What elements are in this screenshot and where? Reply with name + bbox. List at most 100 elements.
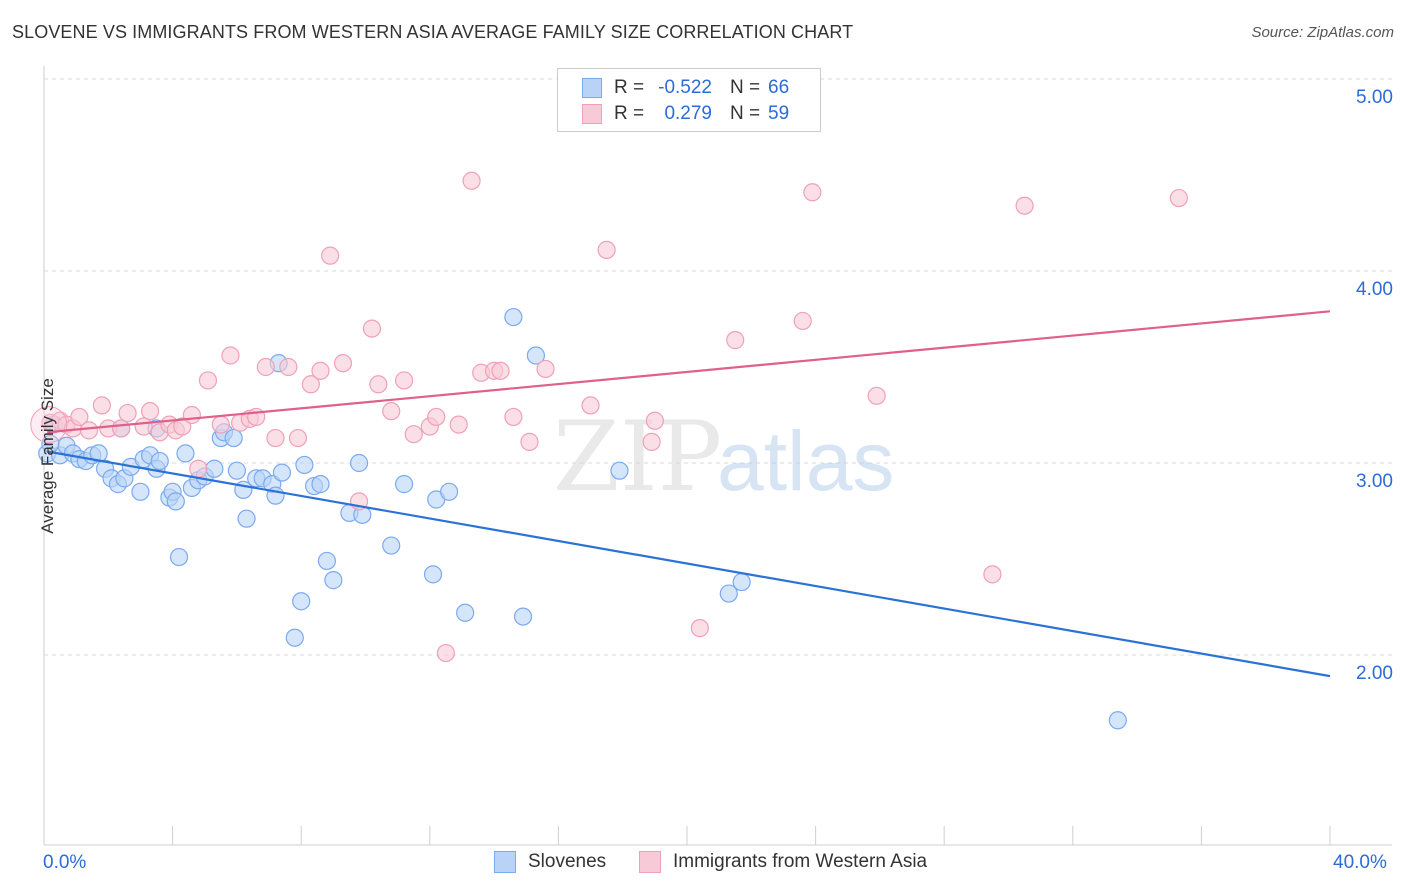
legend-swatch-western-asia — [639, 851, 661, 873]
watermark-atlas: atlas — [717, 414, 894, 508]
data-point — [227, 461, 246, 480]
data-point — [333, 354, 353, 373]
data-point — [513, 607, 533, 626]
data-point — [349, 453, 369, 473]
data-point — [449, 415, 468, 434]
data-point — [211, 415, 230, 434]
data-point — [279, 357, 298, 377]
x-tick-label-max: 40.0% — [1333, 852, 1387, 873]
n-label: N = — [730, 103, 761, 124]
series-layer — [30, 171, 1188, 730]
data-point — [504, 407, 523, 427]
data-point — [140, 402, 160, 421]
y-tick-label: 3.00 — [1356, 471, 1393, 492]
data-point — [610, 461, 629, 480]
data-point — [295, 455, 314, 475]
data-point — [266, 428, 285, 448]
y-tick-labels: 2.00 3.00 4.00 5.00 — [1356, 87, 1393, 684]
data-point — [166, 492, 185, 511]
data-point — [1015, 196, 1034, 215]
series-slovenes — [38, 307, 1127, 730]
stats-legend: R = -0.522 N = 66 R = 0.279 N = 59 — [557, 68, 821, 132]
data-point — [867, 386, 886, 405]
legend-swatch-slovenes — [582, 78, 602, 98]
source-label: Source: ZipAtlas.com — [1251, 24, 1394, 41]
legend-swatch-western-asia — [582, 104, 602, 124]
data-point — [732, 572, 751, 592]
data-point — [394, 371, 414, 390]
data-point — [462, 171, 481, 190]
data-point — [1108, 711, 1127, 730]
data-point — [427, 407, 446, 427]
data-point — [176, 444, 195, 463]
n-value: 59 — [768, 103, 790, 124]
stats-row-slovenes: R = -0.522 N = 66 — [582, 76, 789, 100]
data-point — [288, 428, 308, 448]
data-point — [382, 536, 401, 555]
data-point — [205, 459, 224, 478]
data-point — [256, 357, 275, 377]
data-point — [118, 403, 137, 423]
data-point — [526, 346, 545, 365]
data-point — [436, 643, 455, 663]
chart-title: SLOVENE VS IMMIGRANTS FROM WESTERN ASIA … — [12, 22, 854, 42]
r-value: 0.279 — [664, 103, 712, 124]
data-point — [131, 482, 150, 501]
data-point — [726, 331, 745, 350]
data-point — [182, 405, 201, 425]
data-point — [311, 475, 330, 494]
n-label: N = — [730, 77, 761, 98]
data-point — [382, 402, 401, 421]
data-point — [112, 419, 131, 438]
trend-line-slovenes — [47, 450, 1331, 678]
data-point — [224, 428, 243, 448]
data-point — [285, 628, 304, 647]
y-axis-label: Average Family Size — [38, 378, 57, 534]
data-point — [719, 584, 738, 603]
data-point — [362, 319, 382, 338]
n-value: 66 — [768, 77, 790, 98]
watermark-zip: ZIP — [553, 401, 722, 513]
data-point — [272, 463, 292, 482]
legend-item-slovenes[interactable]: Slovenes — [494, 851, 606, 873]
data-point — [321, 246, 340, 265]
data-point — [70, 407, 89, 427]
series-legend: Slovenes Immigrants from Western Asia — [0, 851, 1406, 877]
data-point — [237, 509, 256, 528]
data-point — [404, 425, 423, 444]
data-point — [439, 482, 459, 501]
r-label: R = — [614, 77, 645, 98]
legend-item-western-asia[interactable]: Immigrants from Western Asia — [639, 851, 927, 873]
legend-label-western-asia: Immigrants from Western Asia — [673, 851, 928, 872]
data-point — [89, 444, 108, 463]
series-western-asia — [41, 171, 1188, 663]
data-point — [520, 432, 539, 451]
data-point — [198, 371, 218, 390]
data-point — [581, 396, 600, 415]
data-point — [150, 451, 169, 471]
r-label: R = — [614, 103, 645, 124]
data-point — [1169, 188, 1188, 208]
data-point — [491, 361, 510, 380]
y-tick-label: 2.00 — [1356, 663, 1393, 684]
y-tick-label: 4.00 — [1356, 279, 1393, 300]
data-point — [292, 592, 311, 611]
legend-swatch-slovenes — [494, 851, 516, 873]
data-point — [301, 375, 320, 394]
data-point — [394, 475, 414, 494]
data-point — [134, 417, 153, 436]
data-point — [92, 396, 111, 415]
data-point-cluster — [30, 406, 68, 444]
trend-line-western-asia — [47, 310, 1331, 434]
legend-label-slovenes: Slovenes — [528, 851, 607, 872]
y-tick-label: 5.00 — [1356, 87, 1393, 108]
data-point — [311, 361, 330, 380]
data-point — [793, 311, 812, 331]
data-point — [169, 547, 189, 567]
data-point — [536, 359, 555, 379]
stats-row-western-asia: R = 0.279 N = 59 — [582, 102, 789, 126]
x-tick-label-min: 0.0% — [43, 852, 87, 873]
data-point — [597, 240, 616, 259]
data-point — [317, 551, 337, 571]
